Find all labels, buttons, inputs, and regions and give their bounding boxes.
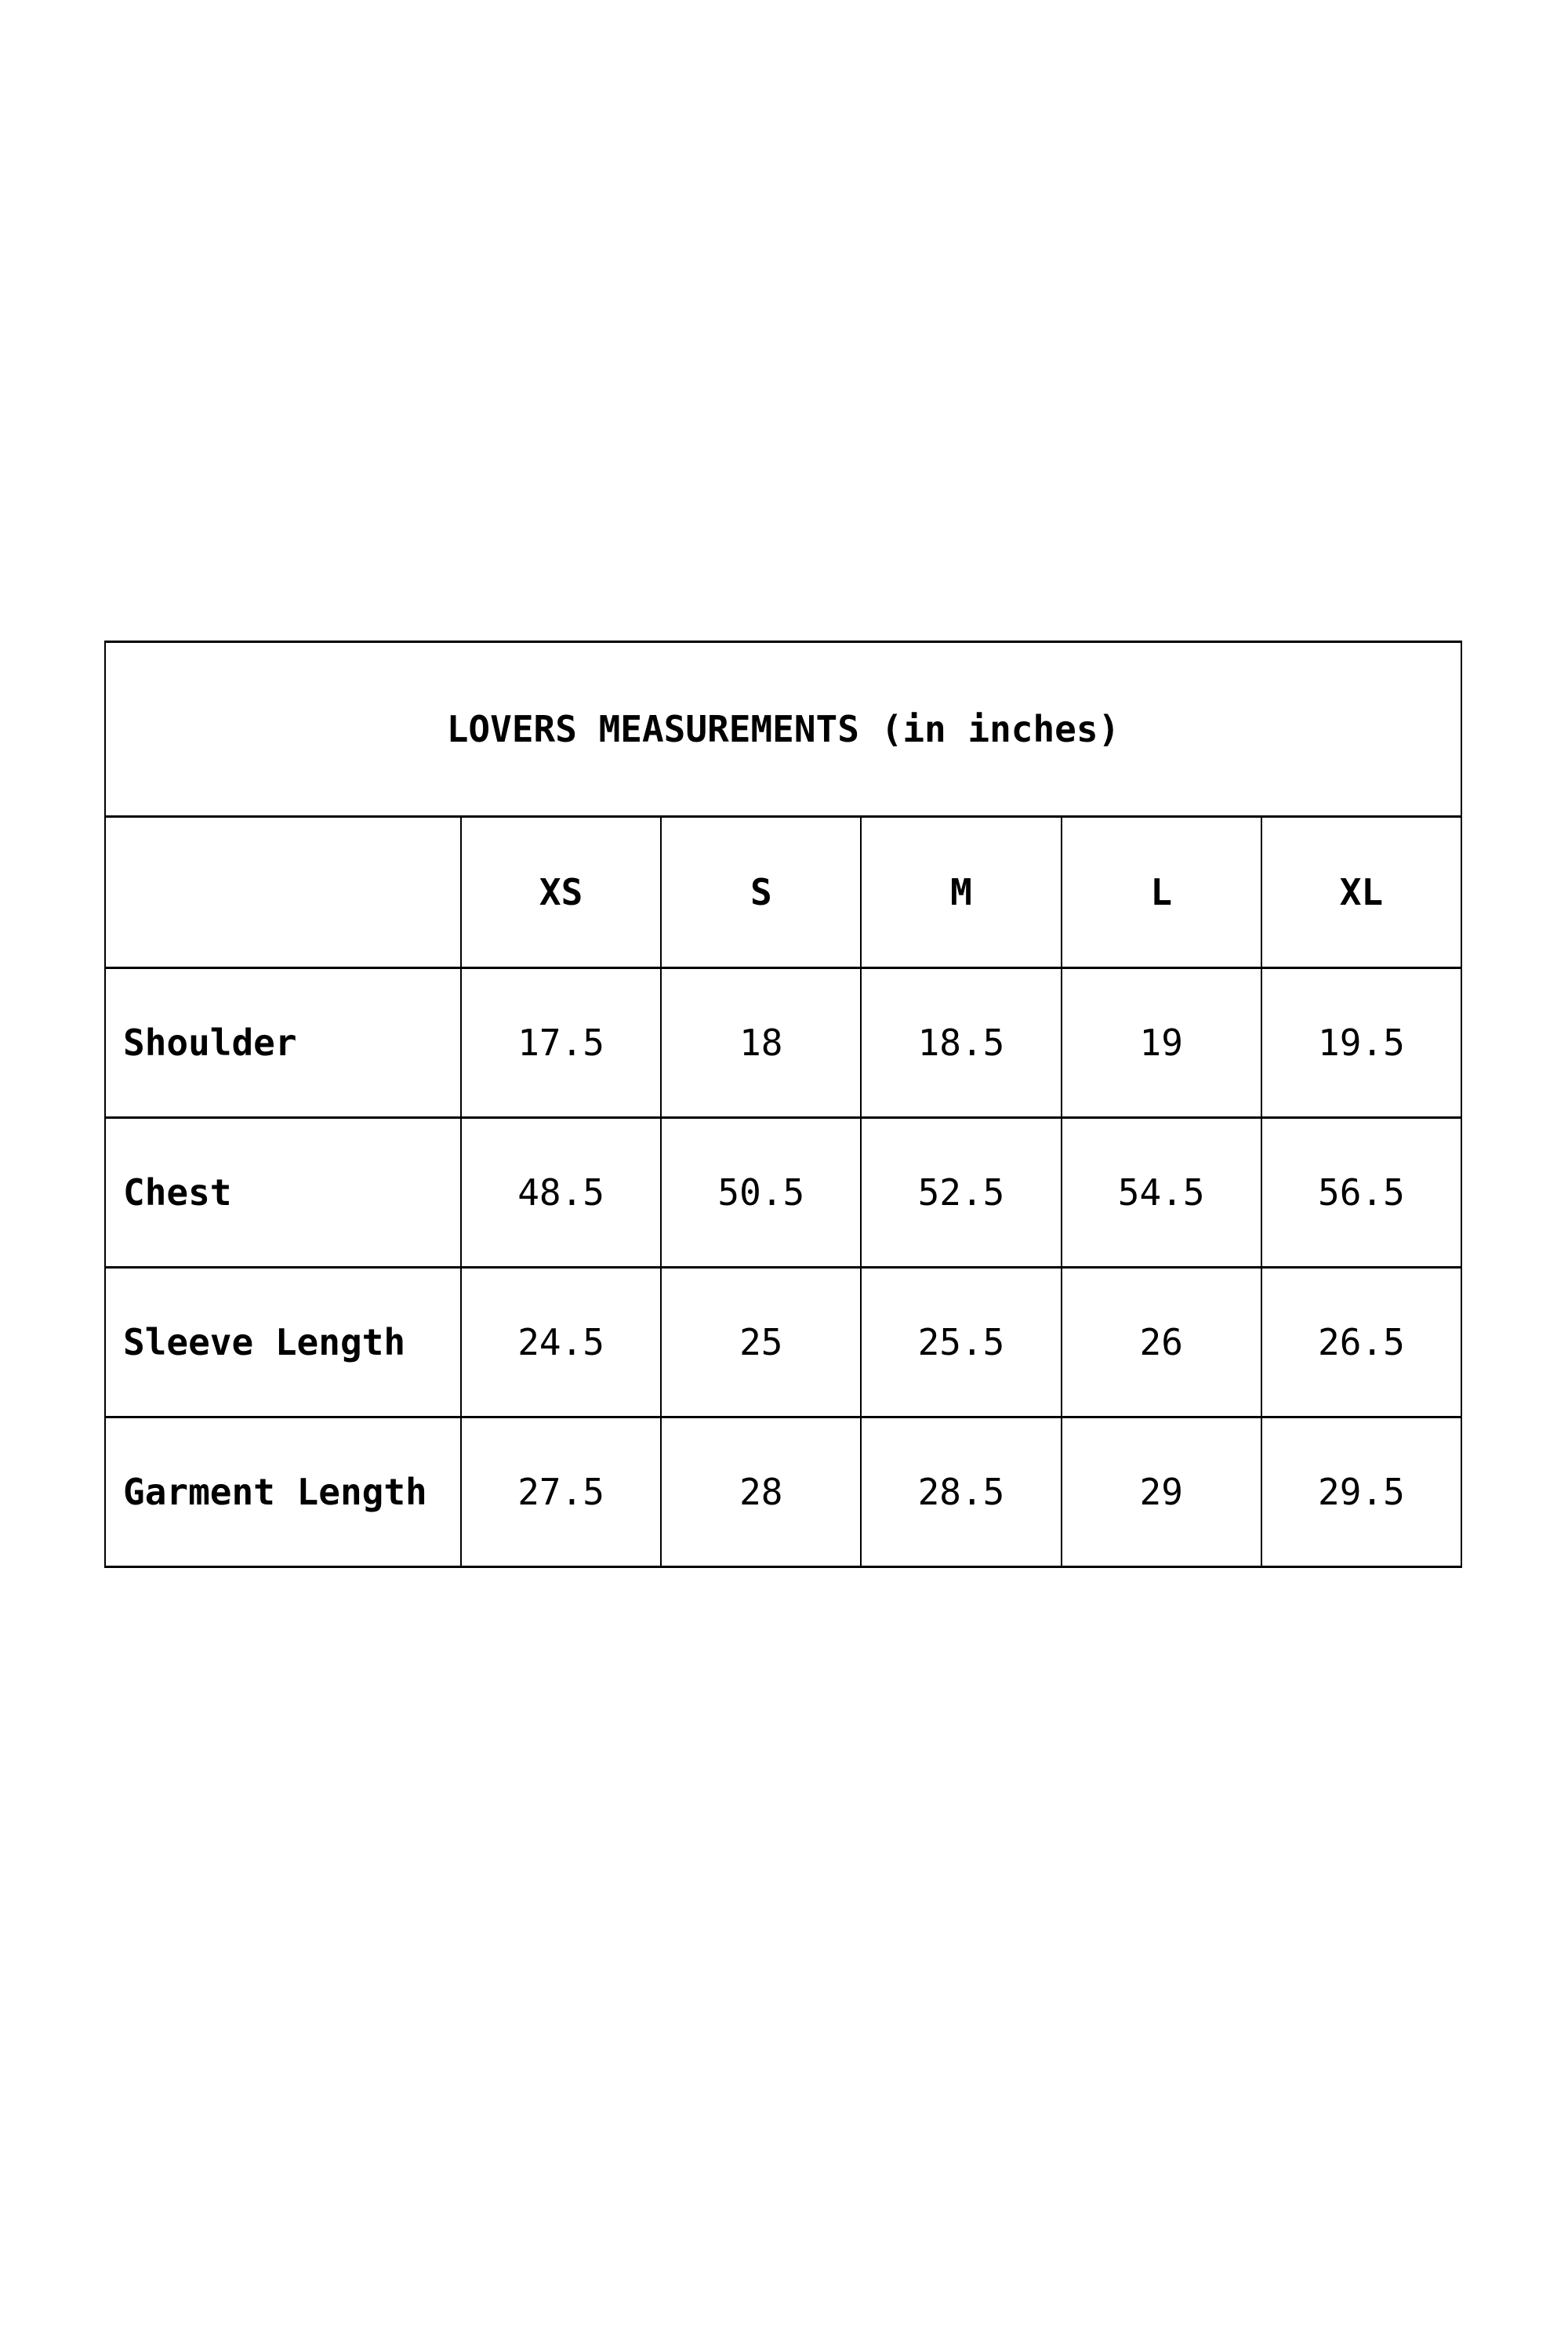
measurement-value-shoulder-m: 18.5 xyxy=(860,969,1060,1116)
measurement-value-chest-m: 52.5 xyxy=(860,1119,1060,1266)
table-row-chest: Chest 48.5 50.5 52.5 54.5 56.5 xyxy=(106,1119,1461,1269)
table-row-garment-length: Garment Length 27.5 28 28.5 29 29.5 xyxy=(106,1418,1461,1566)
row-label-shoulder: Shoulder xyxy=(123,1022,297,1064)
measurement-value-shoulder-xs: 17.5 xyxy=(460,969,660,1116)
measurement-value-sleeve-length-m: 25.5 xyxy=(860,1269,1060,1416)
measurement-value-sleeve-length-l: 26 xyxy=(1060,1269,1261,1416)
measurement-value-garment-length-xs: 27.5 xyxy=(460,1418,660,1566)
size-column-header-xl: XL xyxy=(1260,818,1461,967)
size-column-header-m: M xyxy=(860,818,1060,967)
size-chart-table: LOVERS MEASUREMENTS (in inches) XS S M L… xyxy=(104,641,1462,1568)
measurement-value-sleeve-length-xl: 26.5 xyxy=(1260,1269,1461,1416)
table-title: LOVERS MEASUREMENTS (in inches) xyxy=(446,708,1120,750)
table-row-sleeve-length: Sleeve Length 24.5 25 25.5 26 26.5 xyxy=(106,1269,1461,1418)
row-label-chest: Chest xyxy=(123,1171,232,1214)
corner-cell xyxy=(106,818,460,967)
measurement-value-chest-xs: 48.5 xyxy=(460,1119,660,1266)
table-row-shoulder: Shoulder 17.5 18 18.5 19 19.5 xyxy=(106,969,1461,1119)
measurement-value-garment-length-m: 28.5 xyxy=(860,1418,1060,1566)
table-title-row: LOVERS MEASUREMENTS (in inches) xyxy=(106,643,1461,818)
row-label-sleeve-length: Sleeve Length xyxy=(123,1321,406,1363)
measurement-value-garment-length-xl: 29.5 xyxy=(1260,1418,1461,1566)
measurement-value-sleeve-length-s: 25 xyxy=(660,1269,860,1416)
measurement-value-chest-l: 54.5 xyxy=(1060,1119,1261,1266)
size-header-row: XS S M L XL xyxy=(106,818,1461,969)
size-column-header-l: L xyxy=(1060,818,1261,967)
measurement-value-shoulder-l: 19 xyxy=(1060,969,1261,1116)
measurement-value-garment-length-s: 28 xyxy=(660,1418,860,1566)
measurement-value-chest-s: 50.5 xyxy=(660,1119,860,1266)
measurement-value-garment-length-l: 29 xyxy=(1060,1418,1261,1566)
row-label-garment-length: Garment Length xyxy=(123,1471,427,1513)
measurement-value-sleeve-length-xs: 24.5 xyxy=(460,1269,660,1416)
size-column-header-s: S xyxy=(660,818,860,967)
measurement-value-chest-xl: 56.5 xyxy=(1260,1119,1461,1266)
measurement-value-shoulder-xl: 19.5 xyxy=(1260,969,1461,1116)
size-column-header-xs: XS xyxy=(460,818,660,967)
measurement-value-shoulder-s: 18 xyxy=(660,969,860,1116)
